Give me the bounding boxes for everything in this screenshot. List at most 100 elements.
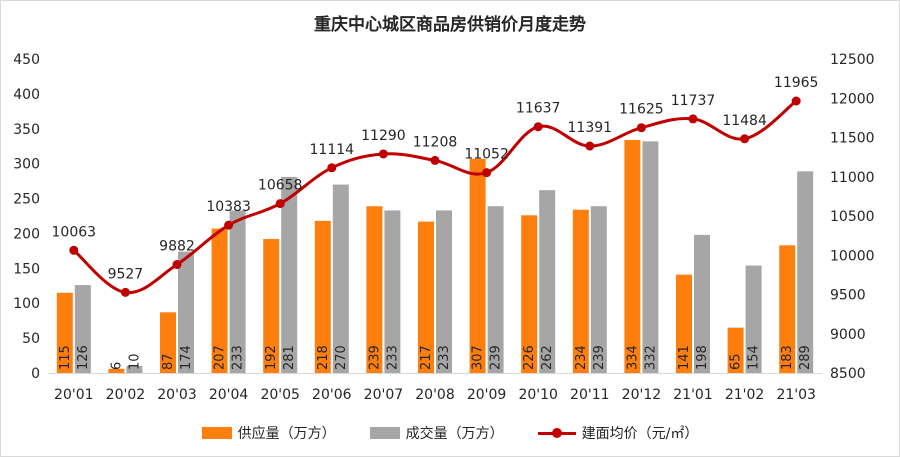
price-point [482, 168, 492, 178]
price-label: 10063 [52, 224, 97, 240]
bar-label-transaction: 10 [127, 353, 142, 370]
bar-label-supply: 141 [677, 345, 692, 370]
bar-transaction [642, 141, 659, 373]
bar-supply [779, 245, 796, 373]
legend-swatch-price [537, 427, 576, 439]
price-point [688, 114, 698, 124]
bar-transaction [229, 210, 246, 373]
bar-label-supply: 192 [264, 345, 279, 370]
bar-supply [314, 220, 331, 373]
price-label: 11052 [464, 147, 509, 163]
bar-supply [56, 292, 73, 373]
price-point [585, 141, 595, 151]
x-tick-label: 20'07 [364, 387, 403, 403]
y-right-tick-label: 10000 [830, 248, 875, 264]
y-left-tick-label: 100 [13, 296, 40, 312]
legend-item-supply: 供应量（万方） [201, 423, 336, 443]
price-point [224, 220, 234, 230]
legend-label-supply: 供应量（万方） [237, 426, 336, 442]
bar-label-supply: 234 [574, 345, 589, 370]
y-left-tick-label: 300 [13, 157, 40, 173]
x-tick-label: 20'06 [312, 387, 352, 403]
bar-transaction [436, 210, 452, 373]
price-point [430, 155, 440, 165]
bar-supply [366, 206, 383, 373]
y-left-tick-label: 250 [13, 192, 40, 208]
legend-item-price: 建面均价（元/㎡） [537, 423, 699, 443]
bar-supply [469, 158, 486, 373]
y-left-tick-label: 400 [13, 87, 40, 103]
price-label: 11625 [619, 102, 664, 118]
bar-label-transaction: 239 [489, 345, 504, 370]
x-tick-label: 20'08 [415, 387, 454, 403]
bar-supply [263, 239, 280, 373]
bar-label-supply: 218 [316, 345, 331, 370]
bar-label-supply: 183 [780, 345, 795, 370]
chart-title: 重庆中心城区商品房供销价月度走势 [314, 15, 586, 35]
legend-label-price: 建面均价（元/㎡） [581, 426, 699, 442]
price-label: 9527 [108, 266, 144, 282]
bar-label-transaction: 154 [747, 345, 762, 370]
bar-label-transaction: 281 [282, 345, 297, 370]
bar-supply [624, 139, 641, 373]
price-point [636, 123, 646, 133]
price-point [275, 199, 285, 209]
x-tick-label: 21'01 [673, 387, 712, 403]
bar-label-transaction: 198 [695, 345, 710, 370]
bar-label-supply: 239 [367, 345, 382, 370]
y-left-tick-label: 450 [13, 52, 40, 68]
y-left-tick-label: 0 [31, 366, 40, 382]
price-label: 10658 [258, 178, 303, 194]
price-label: 11391 [568, 120, 613, 136]
x-tick-label: 20'03 [157, 387, 196, 403]
x-tick-label: 21'03 [776, 387, 815, 403]
bar-transaction [178, 251, 194, 373]
bar-label-transaction: 289 [798, 345, 813, 370]
price-label: 11965 [774, 75, 819, 91]
bar-label-transaction: 233 [231, 345, 246, 370]
y-left-tick-label: 350 [13, 122, 40, 138]
bar-label-supply: 207 [213, 345, 228, 370]
bar-transaction [745, 265, 762, 373]
bar-label-supply: 115 [58, 345, 73, 370]
price-point [69, 245, 79, 255]
bar-supply [160, 312, 176, 373]
bar-label-supply: 217 [419, 345, 434, 370]
bar-label-transaction: 239 [592, 345, 607, 370]
bar-label-supply: 334 [625, 345, 640, 370]
bar-transaction [126, 366, 143, 373]
y-left-tick-label: 50 [22, 331, 40, 347]
legend-item-transaction: 成交量（万方） [369, 423, 504, 443]
bar-supply [211, 228, 228, 373]
bar-transaction [487, 206, 504, 373]
y-right-tick-label: 12500 [830, 52, 875, 68]
price-label: 9882 [159, 239, 195, 255]
x-tick-label: 21'02 [725, 387, 764, 403]
y-right-tick-label: 12000 [830, 91, 875, 107]
y-right-tick-label: 11500 [830, 131, 875, 147]
bar-label-transaction: 332 [643, 345, 658, 370]
x-tick-label: 20'09 [467, 387, 506, 403]
price-point [378, 149, 388, 159]
y-right-tick-label: 9500 [830, 288, 866, 304]
bar-label-supply: 6 [109, 362, 124, 370]
y-left-tick-label: 200 [13, 226, 40, 242]
x-tick-label: 20'01 [54, 387, 93, 403]
price-label: 11208 [413, 134, 458, 150]
bar-label-supply: 65 [729, 353, 744, 370]
bar-supply [418, 221, 434, 373]
bar-label-transaction: 233 [437, 345, 452, 370]
price-label: 10383 [206, 199, 251, 215]
y-right-tick-label: 8500 [830, 366, 866, 382]
price-label: 11290 [361, 128, 406, 144]
legend-swatch-transaction [369, 427, 400, 439]
bar-transaction [281, 176, 298, 373]
price-label: 11637 [516, 101, 561, 117]
bar-transaction [332, 184, 349, 373]
bar-label-transaction: 174 [179, 345, 194, 370]
bar-supply [521, 215, 538, 373]
legend-label-transaction: 成交量（万方） [405, 426, 504, 442]
bar-transaction [590, 206, 607, 373]
bar-transaction [384, 210, 401, 373]
